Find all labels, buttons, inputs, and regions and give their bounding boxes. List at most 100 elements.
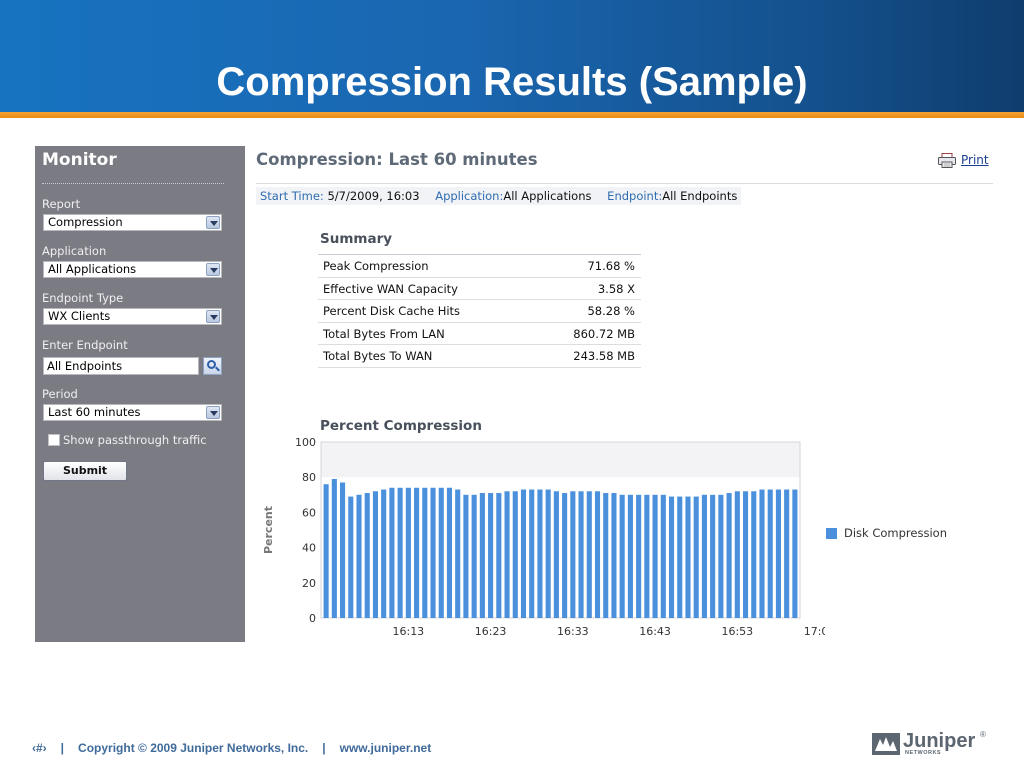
period-select[interactable]: Last 60 minutes [43, 404, 222, 421]
summary-label: Effective WAN Capacity [323, 281, 458, 296]
percent-compression-chart: 0 20 40 60 80 100 Percent 16:13 16:23 16:33 16:43 1… [262, 436, 825, 638]
summary-value: 71.68 % [587, 259, 635, 273]
chart-bar [479, 493, 485, 618]
print-label[interactable]: Print [961, 153, 989, 167]
summary-row: Percent Disk Cache Hits 58.28 % [318, 300, 641, 323]
chevron-down-icon[interactable] [206, 310, 220, 323]
endpoint-type-select-value: WX Clients [48, 309, 111, 323]
chart-bar [759, 489, 765, 618]
summary-heading: Summary [320, 231, 393, 247]
chart-bar [455, 489, 461, 618]
footer: ‹#› | Copyright © 2009 Juniper Networks, I… [32, 741, 431, 755]
chart-bar [496, 493, 502, 618]
chart-bar [537, 489, 543, 618]
footer-separator: | [322, 741, 326, 755]
chart-bar [397, 487, 403, 618]
endpoint-input[interactable]: All Endpoints [43, 357, 199, 375]
chart-bar [364, 493, 370, 618]
chart-bar [348, 496, 354, 618]
footer-separator: | [60, 741, 65, 755]
application-filter-value: All Applications [503, 189, 592, 203]
title-divider [256, 183, 993, 184]
chart-bar [372, 491, 379, 618]
search-icon-handle [215, 366, 220, 372]
chart-bar [471, 494, 477, 618]
endpoint-type-label: Endpoint Type [42, 291, 124, 305]
monitor-panel: Monitor Report Compression Application A… [35, 146, 245, 642]
slide-title: Compression Results (Sample) [216, 60, 808, 104]
search-icon [207, 360, 216, 369]
endpoint-search-button[interactable] [203, 357, 222, 375]
chart-bar [405, 487, 411, 618]
application-label: Application [42, 244, 107, 258]
chevron-down-icon[interactable] [206, 263, 220, 276]
chart-bar [545, 489, 551, 618]
x-tick-label: 16:53 [721, 625, 753, 638]
report-select[interactable]: Compression [43, 214, 222, 231]
legend-swatch [826, 528, 837, 539]
application-filter-label: Application: [435, 189, 504, 203]
chart-bar [685, 496, 691, 618]
chart-bar [652, 494, 658, 618]
chart-bar [594, 491, 601, 618]
juniper-logo-icon [872, 733, 900, 755]
monitor-divider [42, 183, 224, 184]
copyright-text: Copyright © 2009 Juniper Networks, Inc. [78, 741, 309, 755]
application-select[interactable]: All Applications [43, 261, 222, 278]
plot-frame [320, 441, 801, 619]
printer-icon[interactable] [938, 153, 956, 168]
footer-url[interactable]: www.juniper.net [339, 741, 432, 755]
plot-top-band [321, 442, 800, 478]
logo-subtext: NETWORKS [905, 750, 942, 756]
legend-label: Disk Compression [844, 526, 947, 540]
endpoint-label: Enter Endpoint [42, 338, 128, 352]
summary-row: Total Bytes From LAN 860.72 MB [318, 323, 641, 345]
endpoint-filter-value: All Endpoints [662, 189, 738, 203]
chart-bar [578, 491, 584, 618]
x-tick-label: 16:43 [639, 625, 671, 638]
chart-bar [340, 482, 346, 618]
endpoint-type-select[interactable]: WX Clients [43, 308, 222, 325]
chart-bar [775, 489, 781, 618]
chart-bar [710, 494, 716, 618]
start-time-label: Start Time: [260, 189, 324, 203]
chart-bar [570, 491, 576, 618]
chart-bar [553, 491, 559, 618]
passthrough-label[interactable]: Show passthrough traffic [63, 433, 207, 447]
chart-bar [718, 494, 724, 618]
summary-value: 3.58 X [597, 281, 635, 296]
monitor-title: Monitor [42, 150, 117, 170]
chart-bar [512, 491, 518, 618]
y-tick-label: 40 [302, 542, 316, 555]
chart-bar [701, 494, 707, 618]
x-tick-label: 16:13 [392, 625, 424, 638]
chart-bar [520, 489, 527, 618]
summary-label: Peak Compression [323, 259, 429, 273]
chart-bar [562, 493, 568, 618]
endpoint-filter-label: Endpoint: [607, 189, 663, 203]
chevron-down-icon[interactable] [206, 406, 220, 419]
chart-bar [488, 493, 494, 618]
summary-label: Total Bytes From LAN [323, 326, 445, 341]
chevron-down-icon[interactable] [206, 216, 220, 229]
start-time-value: 5/7/2009, 16:03 [327, 189, 420, 203]
submit-button[interactable]: Submit [43, 461, 127, 481]
period-label: Period [42, 387, 78, 401]
chart-bar [331, 478, 337, 618]
summary-value: 243.58 MB [573, 349, 635, 363]
x-tick-label: 16:23 [475, 625, 507, 638]
chart-bar [627, 494, 633, 618]
summary-label: Total Bytes To WAN [323, 349, 433, 363]
x-tick-label: 17:03 [804, 625, 825, 638]
endpoint-input-value: All Endpoints [47, 359, 123, 373]
chart-bar [611, 493, 617, 618]
passthrough-checkbox[interactable] [48, 434, 60, 446]
chart-bar [463, 494, 469, 618]
y-tick-label: 60 [302, 506, 316, 519]
chart-bar [529, 489, 535, 618]
chart-bar [792, 489, 798, 618]
summary-value: 58.28 % [587, 304, 635, 318]
summary-row: Total Bytes To WAN 243.58 MB [318, 345, 641, 368]
chart-bar [751, 491, 757, 618]
chart-bar [356, 494, 362, 618]
